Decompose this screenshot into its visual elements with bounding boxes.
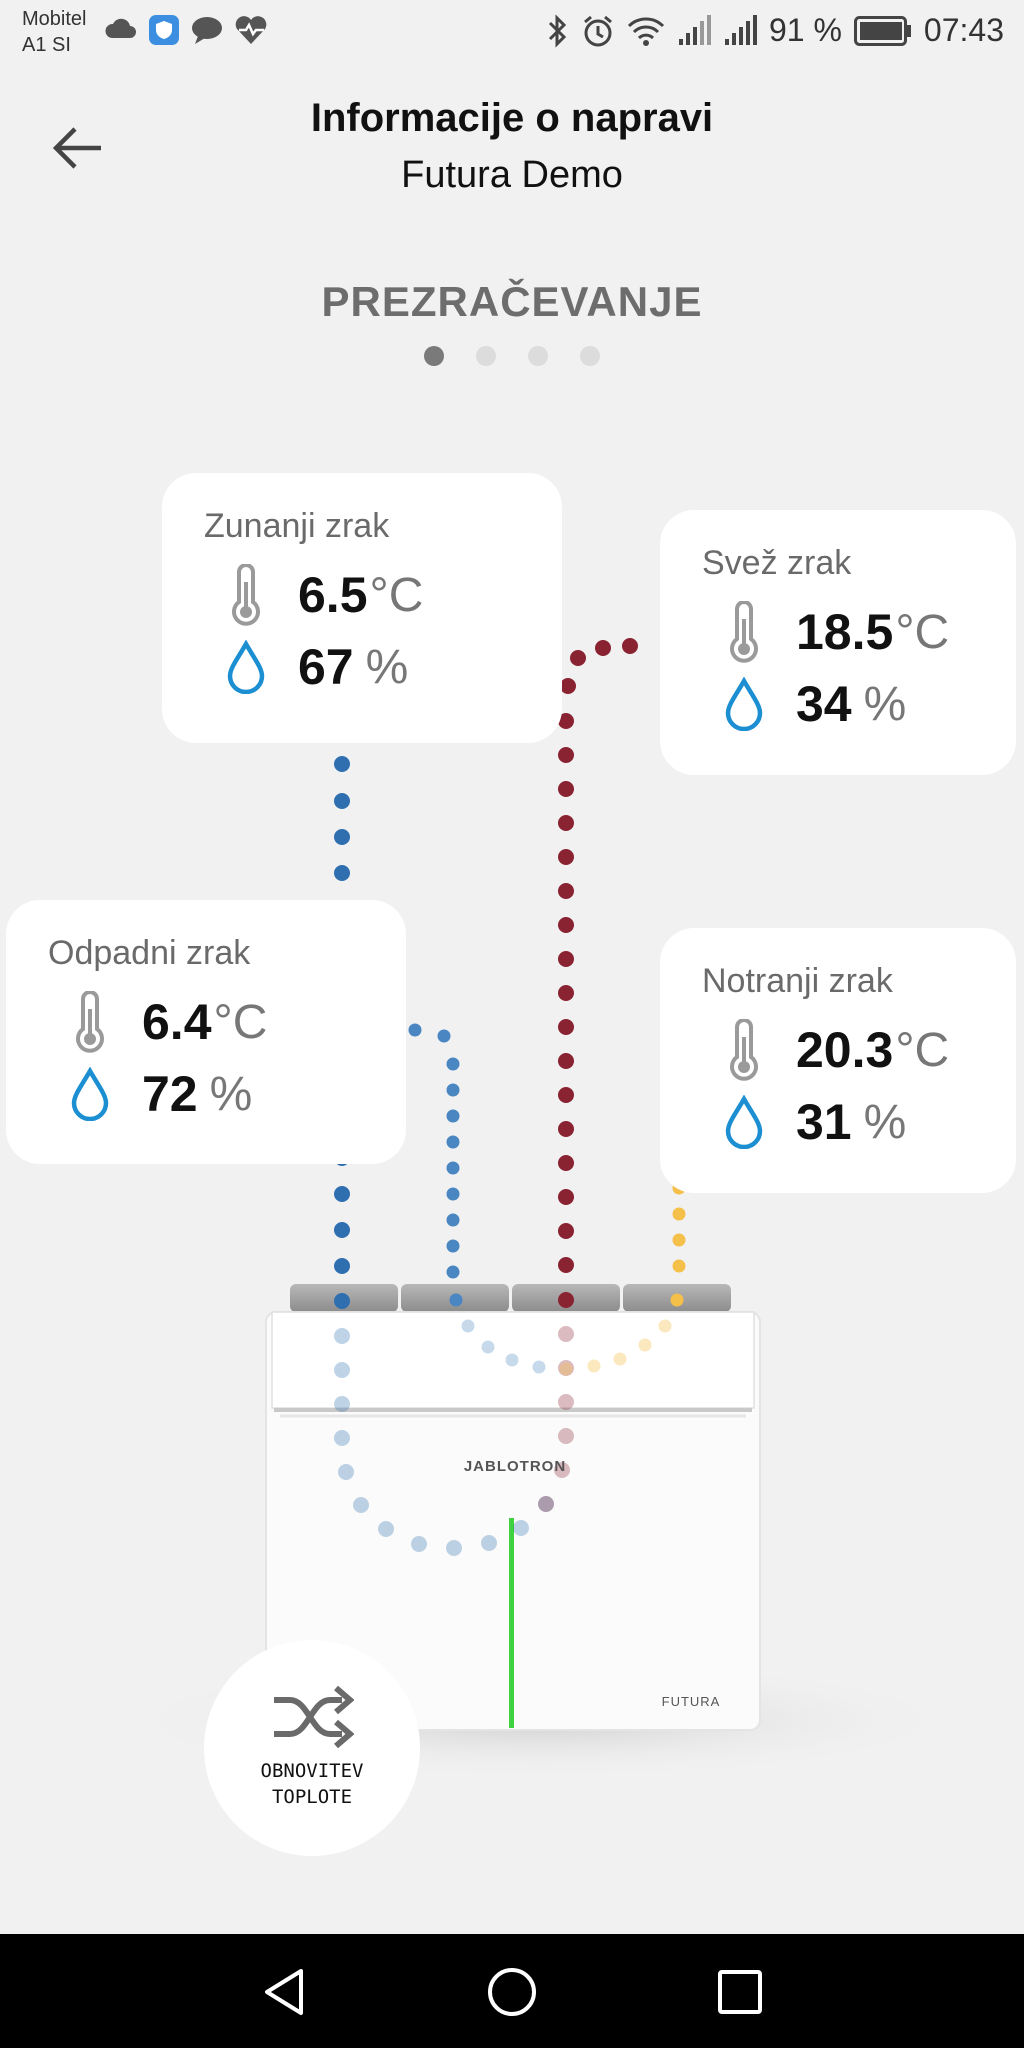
thermometer-icon bbox=[706, 601, 782, 663]
card-indoor-temp-unit: °C bbox=[895, 1023, 950, 1077]
carrier-line-1: Mobitel bbox=[22, 8, 87, 30]
outdoor-air-flow-inside bbox=[334, 1328, 554, 1556]
card-exhaust-label: Odpadni zrak bbox=[48, 934, 251, 972]
humidity-drop-icon bbox=[706, 1095, 782, 1149]
card-indoor-humidity-unit: % bbox=[863, 1095, 907, 1149]
battery-percent: 91 % bbox=[768, 12, 842, 48]
page-dot-2[interactable] bbox=[476, 346, 496, 366]
signal-icon-sim2 bbox=[678, 14, 711, 45]
card-fresh-temp-row: 18.5 °C bbox=[702, 596, 1016, 668]
card-fresh-air[interactable]: Svež zrak 18.5 °C 34 % bbox=[660, 510, 1016, 775]
heat-recovery-label-line-1: OBNOVITEV bbox=[260, 1760, 364, 1782]
notification-icons bbox=[104, 14, 268, 46]
shuffle-icon bbox=[274, 1686, 354, 1748]
thermometer-icon bbox=[706, 1019, 782, 1081]
carrier-name: Mobitel A1 SI bbox=[22, 6, 86, 58]
card-fresh-temp: 18.5 bbox=[796, 604, 894, 660]
card-exhaust-humidity-row: 72 % bbox=[48, 1058, 406, 1130]
bluetooth-icon bbox=[548, 13, 567, 48]
fresh-air-flow-inside bbox=[538, 1326, 574, 1512]
card-exhaust-temp: 6.4 bbox=[142, 994, 212, 1050]
card-outdoor-temp-row: 6.5 °C bbox=[204, 559, 562, 631]
square-recents-icon bbox=[718, 1970, 762, 2014]
indoor-air-flow-inside bbox=[559, 1319, 672, 1376]
wifi-icon bbox=[627, 16, 665, 46]
nav-home-button[interactable] bbox=[482, 1962, 542, 2022]
health-icon bbox=[235, 16, 267, 44]
card-outdoor-temp: 6.5 bbox=[298, 567, 368, 623]
heat-recovery-label: OBNOVITEV TOPLOTE bbox=[261, 1758, 364, 1810]
section-title: PREZRAČEVANJE bbox=[321, 278, 703, 325]
device-name: Futura Demo bbox=[401, 154, 623, 196]
page-indicator bbox=[0, 346, 1024, 366]
thermometer-icon bbox=[52, 991, 128, 1053]
futura-device bbox=[265, 1311, 761, 1731]
exhaust-air-flow-inside bbox=[461, 1319, 546, 1374]
card-exhaust-temp-row: 6.4 °C bbox=[48, 986, 406, 1058]
humidity-drop-icon bbox=[52, 1067, 128, 1121]
card-indoor-air[interactable]: Notranji zrak 20.3 °C 31 % bbox=[660, 928, 1016, 1193]
carrier-line-2: A1 SI bbox=[22, 34, 71, 56]
card-indoor-temp: 20.3 bbox=[796, 1022, 894, 1078]
exhaust-air-flow bbox=[408, 1023, 463, 1307]
nav-recents-button[interactable] bbox=[710, 1962, 770, 2022]
cloud-icon bbox=[105, 18, 136, 38]
shield-icon bbox=[149, 15, 179, 45]
device-brand: JABLOTRON bbox=[463, 1458, 567, 1475]
triangle-back-icon bbox=[265, 1969, 303, 2015]
card-exhaust-humidity: 72 bbox=[142, 1066, 198, 1122]
status-bar: Mobitel A1 SI bbox=[0, 0, 1024, 72]
back-button[interactable] bbox=[46, 116, 110, 180]
card-indoor-humidity: 31 bbox=[796, 1094, 852, 1150]
navigation-bar bbox=[0, 1934, 1024, 2048]
card-fresh-humidity: 34 bbox=[796, 676, 852, 732]
alarm-icon bbox=[584, 15, 612, 46]
clock: 07:43 bbox=[923, 12, 1004, 48]
page-title: Informacije o napravi bbox=[310, 96, 714, 140]
fresh-air-flow bbox=[558, 638, 638, 1308]
card-fresh-label: Svež zrak bbox=[702, 544, 852, 582]
page-dot-4[interactable] bbox=[580, 346, 600, 366]
arrow-left-icon bbox=[53, 127, 101, 169]
humidity-drop-icon bbox=[706, 677, 782, 731]
nav-back-button[interactable] bbox=[254, 1962, 314, 2022]
battery-icon bbox=[853, 15, 911, 46]
card-exhaust-humidity-unit: % bbox=[209, 1067, 253, 1121]
device-ports bbox=[290, 1284, 731, 1312]
card-outdoor-humidity: 67 bbox=[298, 639, 354, 695]
thermometer-icon bbox=[208, 564, 284, 626]
card-outdoor-air[interactable]: Zunanji zrak 6.5 °C 67 % bbox=[162, 473, 562, 743]
card-exhaust-temp-unit: °C bbox=[213, 995, 268, 1049]
page-dot-3[interactable] bbox=[528, 346, 548, 366]
card-outdoor-humidity-row: 67 % bbox=[204, 631, 562, 703]
card-indoor-humidity-row: 31 % bbox=[702, 1086, 1016, 1158]
card-outdoor-label: Zunanji zrak bbox=[204, 507, 390, 545]
card-indoor-label: Notranji zrak bbox=[702, 962, 893, 1000]
card-fresh-temp-unit: °C bbox=[895, 605, 950, 659]
system-status: 91 % 07:43 bbox=[547, 12, 1004, 49]
heat-recovery-label-line-2: TOPLOTE bbox=[271, 1786, 353, 1808]
chat-icon bbox=[192, 17, 222, 44]
circle-home-icon bbox=[488, 1968, 536, 2016]
card-fresh-humidity-unit: % bbox=[863, 677, 907, 731]
signal-icon-sim1 bbox=[724, 14, 757, 45]
card-exhaust-air[interactable]: Odpadni zrak 6.4 °C 72 % bbox=[6, 900, 406, 1164]
humidity-drop-icon bbox=[208, 640, 284, 694]
device-model: FUTURA bbox=[661, 1694, 721, 1709]
page-dot-1[interactable] bbox=[424, 346, 444, 366]
card-indoor-temp-row: 20.3 °C bbox=[702, 1014, 1016, 1086]
card-outdoor-humidity-unit: % bbox=[365, 640, 409, 694]
card-fresh-humidity-row: 34 % bbox=[702, 668, 1016, 740]
heat-recovery-button[interactable]: OBNOVITEV TOPLOTE bbox=[204, 1640, 420, 1856]
card-outdoor-temp-unit: °C bbox=[369, 568, 424, 622]
